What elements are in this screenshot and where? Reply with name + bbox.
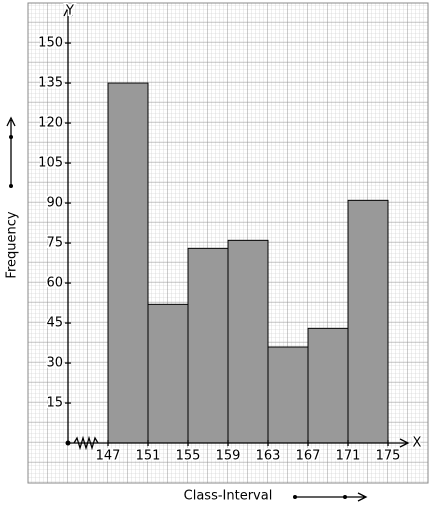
y-arrow: [63, 6, 73, 17]
bar: [267, 346, 309, 444]
bar: [147, 303, 189, 444]
origin: [65, 440, 71, 446]
x-tick-label: 167: [296, 449, 321, 464]
dot: [343, 495, 347, 499]
bar: [347, 199, 389, 444]
x-tick-label: 147: [96, 449, 121, 464]
y-tick-label: 45: [46, 316, 63, 331]
dot: [9, 135, 13, 139]
bar: [107, 82, 149, 444]
bar: [307, 327, 349, 444]
dot: [9, 184, 13, 188]
x-tick-label: 159: [216, 449, 241, 464]
x-scale-arrow: [295, 492, 368, 502]
dot: [293, 495, 297, 499]
y-tick-label: 105: [38, 156, 63, 171]
x-tick-label: 151: [136, 449, 161, 464]
x-tick-label: 171: [336, 449, 361, 464]
y-tick-label: 15: [46, 396, 63, 411]
bar: [187, 247, 229, 444]
y-tick-label: 135: [38, 76, 63, 91]
x-tick-label: 155: [176, 449, 201, 464]
y-scale-arrow: [6, 116, 16, 186]
x-tick-label: 175: [376, 449, 401, 464]
y-tick-label: 75: [46, 236, 63, 251]
y-axis-label: Frequency: [5, 211, 20, 278]
x-tick-label: 163: [256, 449, 281, 464]
y-axis-letter: Y: [65, 4, 74, 19]
y-tick-label: 60: [46, 276, 63, 291]
y-tick-label: 90: [46, 196, 63, 211]
y-tick-label: 30: [46, 356, 63, 371]
x-axis-letter: X: [413, 436, 422, 451]
x-axis-label: Class-Interval: [184, 489, 273, 504]
x-arrow: [399, 438, 410, 448]
axis-break: [73, 435, 99, 451]
y-tick-label: 120: [38, 116, 63, 131]
y-tick-label: 150: [38, 36, 63, 51]
bar: [227, 239, 269, 444]
